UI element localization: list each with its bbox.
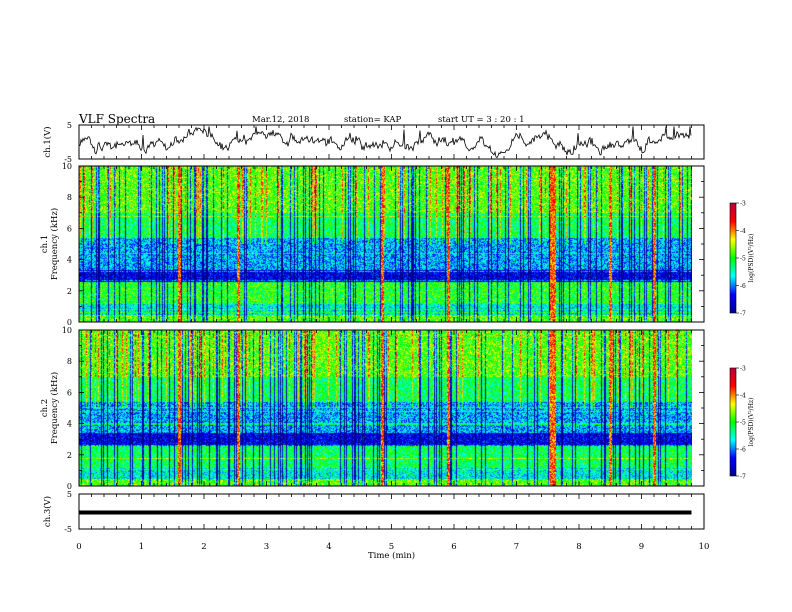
y-tick-label: 8 bbox=[67, 357, 72, 366]
y-tick-label: 4 bbox=[67, 256, 72, 265]
y-tick-label: -5 bbox=[64, 525, 72, 534]
colorbar-label: log(PSD)(V²/Hz) bbox=[748, 234, 755, 283]
colorbar-tick-label: -5 bbox=[740, 256, 746, 263]
y-tick-label: 10 bbox=[62, 162, 72, 171]
y-tick-label: 5 bbox=[67, 121, 72, 130]
y-tick-label: 10 bbox=[62, 326, 72, 335]
y-axis-label: ch.2 bbox=[40, 399, 50, 417]
figure-title: VLF Spectra bbox=[79, 112, 156, 126]
start-time-label: start UT = 3 : 20 : 1 bbox=[438, 115, 525, 125]
y-tick-label: 2 bbox=[67, 451, 72, 460]
y-tick-label: 6 bbox=[67, 388, 72, 397]
x-tick-label: 7 bbox=[514, 542, 519, 552]
colorbar-tick-label: -4 bbox=[740, 228, 746, 235]
x-tick-label: 6 bbox=[451, 542, 456, 552]
y-tick-label: 4 bbox=[67, 420, 72, 429]
x-tick-label: 2 bbox=[201, 542, 206, 552]
colorbar-tick-label: -6 bbox=[740, 283, 746, 290]
ch1-colorbar bbox=[729, 202, 737, 314]
x-tick-label: 4 bbox=[326, 542, 331, 552]
x-tick-label: 5 bbox=[389, 542, 394, 552]
ch2-spectrogram-image bbox=[79, 330, 692, 486]
y-tick-label: 2 bbox=[67, 287, 72, 296]
y-axis-label: ch.1(V) bbox=[42, 126, 53, 157]
y-tick-label: 6 bbox=[67, 224, 72, 233]
x-tick-label: 9 bbox=[639, 542, 644, 552]
colorbar-tick-label: -6 bbox=[740, 447, 746, 454]
x-tick-label: 8 bbox=[576, 542, 581, 552]
colorbar-tick-label: -7 bbox=[740, 311, 746, 318]
colorbar-tick-label: -4 bbox=[740, 393, 746, 400]
y-axis-label: Frequency (kHz) bbox=[49, 372, 60, 444]
y-tick-label: 0 bbox=[67, 318, 72, 327]
colorbar-tick-label: -3 bbox=[740, 366, 746, 373]
ch2-colorbar bbox=[729, 367, 737, 477]
y-tick-label: 0 bbox=[67, 482, 72, 491]
x-tick-label: 3 bbox=[264, 542, 269, 552]
x-tick-label: 0 bbox=[76, 542, 81, 552]
ch1-waveform-line bbox=[78, 126, 692, 159]
ch1-spectrogram-image bbox=[79, 166, 692, 322]
date-label: Mar.12, 2018 bbox=[252, 115, 310, 125]
x-tick-label: 1 bbox=[139, 542, 144, 552]
y-axis-label: Frequency (kHz) bbox=[49, 208, 60, 280]
y-tick-label: -5 bbox=[64, 155, 72, 164]
y-tick-label: 8 bbox=[67, 193, 72, 202]
colorbar-tick-label: -7 bbox=[740, 474, 746, 481]
y-tick-label: 5 bbox=[67, 490, 72, 499]
colorbar-tick-label: -5 bbox=[740, 420, 746, 427]
colorbar-tick-label: -3 bbox=[740, 201, 746, 208]
y-axis-label: ch.3(V) bbox=[42, 496, 53, 527]
y-axis-label: ch.1 bbox=[40, 235, 50, 253]
station-label: station= KAP bbox=[344, 115, 402, 125]
colorbar-label: log(PSD)(V²/Hz) bbox=[748, 398, 755, 447]
x-axis-label: Time (min) bbox=[368, 550, 415, 561]
x-tick-label: 10 bbox=[699, 542, 710, 552]
